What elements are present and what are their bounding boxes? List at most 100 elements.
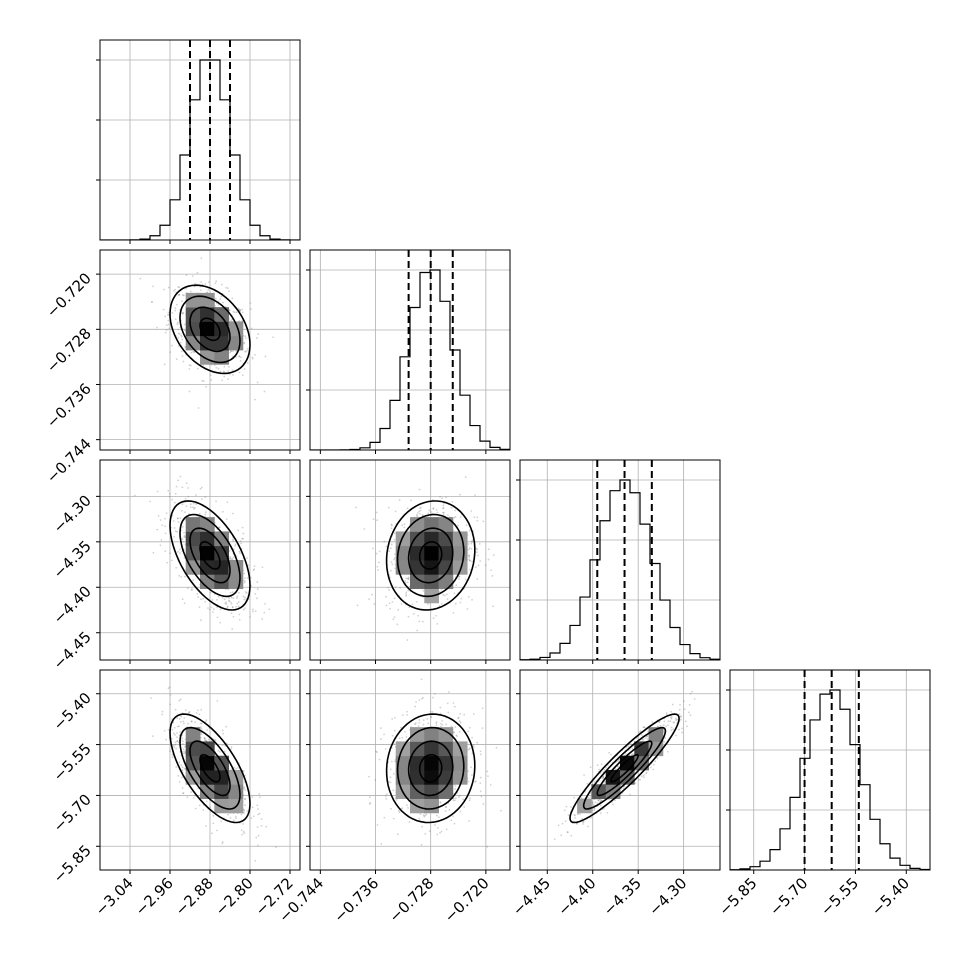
sample-point (445, 723, 447, 726)
sample-point (428, 509, 431, 512)
sample-point (265, 825, 268, 828)
sample-point (673, 721, 676, 724)
sample-point (432, 696, 434, 699)
panel-p1-p0 (96, 249, 301, 454)
sample-point (165, 329, 168, 331)
sample-point (372, 518, 375, 521)
sample-point (586, 782, 589, 785)
sample-point (156, 326, 158, 329)
sample-point (219, 621, 222, 624)
sample-point (454, 515, 457, 518)
sample-point (406, 639, 409, 641)
sample-point (393, 538, 396, 541)
sample-point (228, 557, 231, 560)
sample-point (200, 289, 202, 292)
density-cell (200, 517, 215, 532)
sample-point (456, 735, 458, 738)
y-tick-label-p3-2: −5.55 (50, 740, 95, 785)
sample-point (474, 780, 477, 783)
sample-point (418, 488, 421, 491)
density-cell (185, 727, 201, 742)
contour-p1-p2-3 (385, 500, 476, 611)
sample-point (246, 349, 248, 352)
sample-point (441, 719, 444, 722)
sample-point (422, 814, 425, 817)
sample-point (468, 820, 471, 822)
sample-point (198, 713, 201, 716)
sample-point (566, 831, 569, 833)
sample-point (188, 710, 191, 713)
sample-point (242, 537, 245, 540)
sample-point (391, 563, 394, 566)
sample-point (197, 709, 199, 712)
density-cell (214, 531, 229, 547)
sample-point (188, 368, 191, 370)
sample-point (241, 308, 243, 311)
sample-point (177, 345, 180, 348)
sample-point (641, 738, 644, 741)
sample-point (400, 726, 402, 729)
sample-point (428, 830, 431, 833)
sample-point (675, 717, 677, 720)
sample-point (679, 718, 682, 721)
sample-point (442, 506, 445, 509)
sample-point (261, 618, 264, 620)
contour-p1-p2-2 (396, 513, 465, 598)
sample-point (438, 590, 441, 593)
sample-point (180, 576, 183, 578)
sample-point (225, 601, 227, 604)
sample-point (416, 511, 419, 514)
sample-point (181, 766, 184, 769)
sample-point (217, 304, 220, 306)
sample-point (196, 367, 199, 370)
sample-point (243, 787, 245, 790)
sample-point (470, 766, 472, 769)
sample-point (209, 591, 212, 594)
sample-point (442, 511, 444, 514)
density-cell (200, 770, 215, 785)
sample-point (174, 288, 176, 291)
sample-point (416, 629, 419, 632)
sample-point (454, 788, 457, 790)
contour-p1-p2-1 (407, 527, 454, 584)
sample-point (363, 528, 366, 530)
sample-point (151, 301, 154, 303)
sample-point (419, 813, 422, 816)
sample-point (241, 319, 244, 322)
sample-point (376, 519, 379, 522)
sample-point (418, 817, 421, 820)
sample-point (385, 604, 388, 607)
sample-point (393, 616, 396, 618)
sample-point (188, 711, 191, 714)
sample-point (249, 576, 252, 579)
sample-point (248, 616, 251, 618)
sample-point (174, 530, 177, 532)
sample-point (166, 561, 169, 564)
sample-point (181, 338, 184, 341)
sample-point (176, 321, 179, 324)
sample-point (481, 727, 484, 730)
sample-point (482, 803, 485, 805)
density-cell (200, 545, 215, 561)
sample-point (610, 753, 612, 756)
sample-point (231, 606, 234, 609)
sample-point (368, 598, 370, 601)
sample-point (379, 727, 382, 729)
sample-point (171, 753, 174, 756)
sample-point (405, 591, 408, 594)
sample-point (243, 809, 246, 812)
sample-point (418, 721, 421, 724)
sample-point (181, 740, 184, 743)
sample-point (647, 730, 649, 733)
sample-point (618, 759, 621, 762)
sample-point (180, 350, 183, 353)
sample-point (589, 766, 592, 769)
sample-point (200, 728, 203, 730)
sample-point (389, 776, 392, 779)
sample-point (181, 294, 184, 296)
sample-point (524, 786, 526, 788)
panel-frame (729, 669, 931, 871)
sample-point (371, 593, 373, 596)
sample-point (243, 350, 246, 353)
